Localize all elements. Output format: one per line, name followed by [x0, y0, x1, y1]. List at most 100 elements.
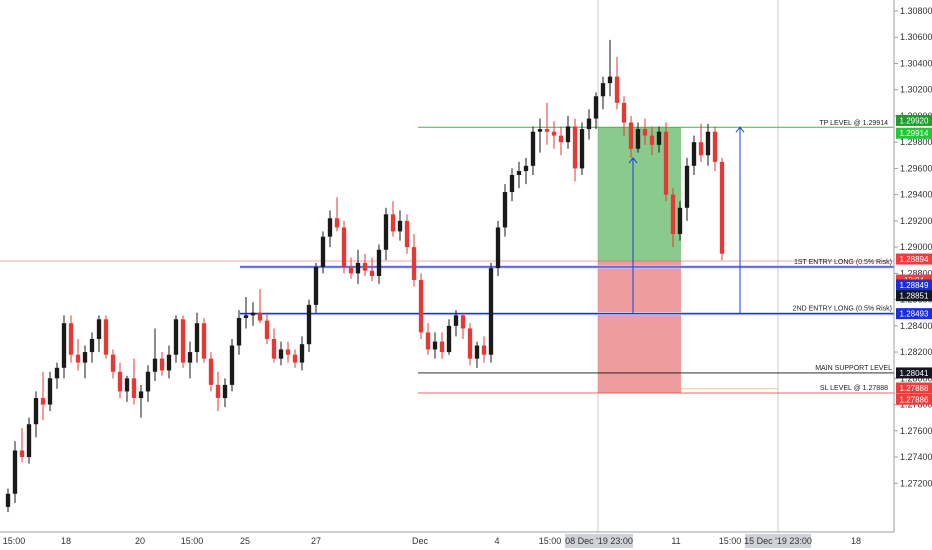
candle-body-up [509, 174, 515, 193]
candle-body-up [47, 378, 53, 405]
price-axis[interactable]: 1.308001.306001.304001.302001.300001.298… [893, 0, 932, 532]
time-axis[interactable]: 15:00 18 20 15:00 25 27 Dec 4 15:00 11 15:00 18 08 D… [0, 531, 894, 548]
candle-body-up [145, 371, 151, 392]
price-tick-label: 1.29600 [900, 163, 932, 173]
candle-body-down [215, 384, 221, 398]
candle-body-down [159, 358, 165, 371]
candle-body-up [229, 345, 235, 385]
price-tags: 1.299201.299141.2889413:041.288491.28851… [896, 114, 932, 405]
time-tick-label: 18 [61, 536, 71, 546]
price-tick-label: 1.27400 [900, 452, 932, 462]
candle-body-up [516, 171, 522, 175]
candle-body-up [502, 192, 508, 228]
price-tag-label: 1.29920 [900, 116, 929, 125]
candle-body-up [376, 249, 382, 276]
candle-body-up [187, 352, 193, 363]
candle-body-up [432, 341, 438, 350]
candle-body-down [208, 358, 214, 385]
candle-body-down [719, 161, 725, 254]
price-tick-label: 1.30200 [900, 85, 932, 95]
price-tick-label: 1.30600 [900, 32, 932, 42]
price-tick-label: 1.30400 [900, 58, 932, 68]
time-tick-label: 11 [671, 536, 680, 546]
candle-body-up [607, 76, 613, 84]
entry2-level-label: 2ND ENTRY LONG (0.5% Risk) [793, 306, 892, 313]
candle-body-up [565, 126, 571, 143]
candle-body-up [586, 118, 592, 130]
candle-body-up [684, 165, 690, 208]
candle-body-down [75, 354, 81, 363]
price-tick-label: 1.27200 [900, 478, 932, 488]
candle-body-up [299, 344, 305, 363]
candle-body-up [222, 384, 228, 398]
candle-body-down [642, 129, 648, 136]
candle-body-up [194, 323, 200, 353]
time-highlight-box [565, 534, 633, 548]
candles [5, 39, 725, 513]
time-tick-label: 18 [851, 536, 861, 546]
candle-body-up [306, 304, 312, 345]
tp-level-label: TP LEVEL @ 1.29914 [819, 120, 888, 127]
candle-body-down [670, 194, 676, 235]
candle-body-down [40, 397, 46, 405]
candle-body-down [621, 102, 627, 123]
candle-body-down [341, 227, 347, 267]
time-tick-label: 4 [494, 536, 499, 546]
candle-body-up [579, 129, 585, 169]
candle-body-down [201, 323, 207, 359]
candle-body-down [712, 131, 718, 162]
candle-body-up [355, 262, 361, 274]
candle-body-up [446, 325, 452, 353]
candle-body-up [705, 131, 711, 156]
candle-body-up [152, 358, 158, 372]
candle-body-down [117, 371, 123, 392]
price-tag-box [896, 253, 932, 265]
price-tick-label: 1.29400 [900, 190, 932, 200]
price-tick-label: 1.30800 [900, 6, 932, 16]
candle-body-up [250, 312, 256, 316]
price-tick-label: 1.28800 [900, 268, 932, 278]
price-tag-box [896, 279, 932, 291]
candle-body-up [635, 129, 641, 149]
candle-body-down [369, 270, 375, 276]
candle-body-down [110, 354, 116, 372]
candle-body-up [96, 319, 102, 339]
price-tag-label: 1.27888 [900, 384, 929, 393]
entry1-level-label: 1ST ENTRY LONG (0.5% Risk) [794, 259, 892, 266]
candle-body-up [656, 131, 662, 145]
candle-body-down [544, 129, 550, 132]
candle-body-down [285, 349, 291, 355]
time-tick-label: 15:00 [181, 536, 204, 546]
candle-body-up [138, 391, 144, 398]
price-tag-box [896, 308, 932, 320]
candle-body-down [68, 323, 74, 355]
candle-body-up [5, 493, 11, 507]
candle-body-up [33, 397, 39, 425]
candle-body-up [691, 142, 697, 166]
entry2-arrow-head [628, 157, 638, 164]
candle-body-down [663, 131, 669, 195]
candle-body-up [488, 268, 494, 355]
price-tag-box [896, 127, 932, 139]
candle-body-up [173, 319, 179, 355]
candle-body-down [481, 345, 487, 355]
candle-body-down [362, 262, 368, 271]
candle-body-up [397, 220, 403, 232]
candle-body-up [313, 266, 319, 305]
candle-body-down [628, 122, 634, 149]
price-tick-label: 1.27600 [900, 426, 932, 436]
price-tick-label: 1.29000 [900, 242, 932, 252]
projection-arrows [628, 126, 745, 315]
price-tick-label: 1.28200 [900, 347, 932, 357]
candle-body-down [467, 328, 473, 359]
time-tick-label: 20 [135, 536, 145, 546]
time-tick-label: Dec [412, 536, 429, 546]
time-highlight-box [745, 534, 811, 548]
candle-body-down [131, 378, 137, 398]
support-level-label: MAIN SUPPORT LEVEL [815, 365, 892, 372]
tp-arrow-head [735, 126, 745, 133]
price-tag-label: 1.28851 [900, 292, 929, 301]
candle-body-down [558, 135, 564, 143]
sl-level-label: SL LEVEL @ 1.27888 [820, 385, 888, 392]
